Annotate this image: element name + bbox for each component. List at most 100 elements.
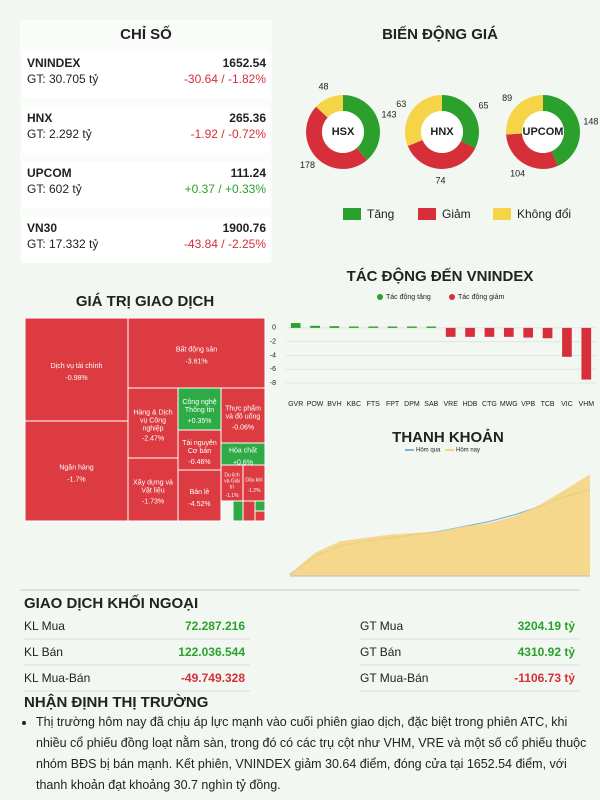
cell-change: -1.1% <box>225 493 239 499</box>
bar <box>290 323 301 328</box>
slice-label: 65 <box>479 100 489 110</box>
exchange-name: HSX <box>332 126 355 138</box>
treemap-cell <box>232 500 244 522</box>
cell-change: -0.98% <box>65 375 87 382</box>
cell-change: +0.6% <box>233 459 253 466</box>
x-tick-label: TCB <box>541 401 555 408</box>
exchange-name: UPCOM <box>523 126 564 138</box>
turnover: GT: 2.292 tỷ <box>27 127 92 141</box>
index-name: VNINDEX <box>27 56 80 70</box>
cell-change: -1.7% <box>67 476 85 483</box>
bar <box>368 326 379 328</box>
legend-dot <box>377 294 383 300</box>
x-tick-label: BVH <box>327 401 341 408</box>
cell-label: Du lịch và Giải trí <box>224 473 240 491</box>
index-value: 1652.54 <box>223 56 267 70</box>
label: GT Mua <box>360 619 403 633</box>
cell-change: -4.52% <box>188 501 210 508</box>
x-tick-label: FTS <box>367 401 381 408</box>
bar <box>445 327 456 337</box>
slice-label: 74 <box>435 175 445 185</box>
x-tick-label: VHM <box>579 401 595 408</box>
index-value: 111.24 <box>231 166 267 180</box>
legend-swatch <box>418 208 436 220</box>
legend-swatch <box>493 208 511 220</box>
area <box>290 474 590 576</box>
cell-label: Tài nguyên Cơ bản <box>182 440 217 455</box>
value: -49.749.328 <box>181 671 245 685</box>
treemap-cell <box>177 387 222 431</box>
x-tick-label: VPB <box>521 401 535 408</box>
x-tick-label: HDB <box>463 401 478 408</box>
commentary: Thị trường hôm nay đã chịu áp lực mạnh v… <box>22 712 596 796</box>
legend-swatch <box>343 208 361 220</box>
legend-dot <box>449 294 455 300</box>
treemap-cell <box>254 510 266 522</box>
row-bg <box>22 162 270 208</box>
y-tick-label: -4 <box>270 352 276 359</box>
legend-label: Không đổi <box>517 207 571 221</box>
cell-label: Hóa chất <box>229 445 257 454</box>
treemap-cell <box>254 500 266 512</box>
donut-slice <box>543 95 581 166</box>
value: 72.287.216 <box>185 619 245 633</box>
cell-label: Xây dựng và Vật liệu <box>133 479 173 494</box>
cell-label: Ngân hàng <box>59 464 93 471</box>
bar <box>348 326 359 328</box>
treemap-cell <box>220 387 266 444</box>
slice-label: 63 <box>396 99 406 109</box>
turnover: GT: 30.705 tỷ <box>27 72 98 86</box>
index-name: HNX <box>27 111 52 125</box>
slice-label: 104 <box>510 168 525 178</box>
bar <box>484 327 495 337</box>
bar <box>387 326 398 328</box>
title: BIẾN ĐỘNG GIÁ <box>382 25 498 43</box>
row-bg <box>22 52 270 98</box>
cell-label: Bất động sản <box>176 344 217 353</box>
change: -30.64 / -1.82% <box>184 72 266 86</box>
cell-label: Dầu khí <box>245 478 263 484</box>
y-tick-label: -2 <box>270 339 276 346</box>
treemap-cell <box>177 469 222 522</box>
index-name: UPCOM <box>27 166 72 180</box>
cell-change: -3.61% <box>185 358 207 365</box>
bar <box>562 327 572 357</box>
x-tick-label: VIC <box>561 401 573 408</box>
bar <box>329 326 340 328</box>
slice-label: 178 <box>300 160 315 170</box>
label: KL Mua <box>24 619 65 633</box>
row-bg <box>22 107 270 153</box>
cell-label: Thực phẩm và đồ uống <box>225 404 261 420</box>
x-tick-label: FPT <box>386 401 400 408</box>
donut-hole <box>421 111 463 153</box>
title: GIÁ TRỊ GIAO DỊCH <box>76 293 214 310</box>
x-tick-label: GVR <box>288 401 303 408</box>
cell-change: -0.46% <box>188 459 210 466</box>
label: KL Mua-Bán <box>24 671 90 685</box>
title: GIAO DỊCH KHỐI NGOẠI <box>24 594 198 612</box>
treemap-cell <box>127 457 179 522</box>
donut-slice <box>316 95 343 118</box>
legend-label: Hôm qua <box>416 448 441 454</box>
donut-slice <box>407 139 476 170</box>
bar <box>542 327 553 339</box>
x-tick-label: VRE <box>443 401 458 408</box>
donut-slice <box>343 95 380 161</box>
y-tick-label: -8 <box>270 380 276 387</box>
title: NHẬN ĐỊNH THỊ TRƯỜNG <box>24 693 208 711</box>
change: +0.37 / +0.33% <box>185 182 267 196</box>
title: CHỈ SỐ <box>120 25 172 43</box>
x-tick-label: SAB <box>424 401 438 408</box>
index-value: 265.36 <box>229 111 266 125</box>
cell-label: Dịch vụ tài chính <box>51 363 103 370</box>
legend-label: Hôm nay <box>456 448 480 454</box>
index-value: 1900.76 <box>223 221 267 235</box>
index-name: VN30 <box>27 221 57 235</box>
cell-label: Hàng & Dịch vụ Công nghiệp <box>133 409 172 432</box>
cell-label: Bán lẻ <box>190 489 210 496</box>
treemap-cell <box>127 317 266 389</box>
title: THANH KHOẢN <box>392 429 504 446</box>
value: 3204.19 tỷ <box>518 619 576 633</box>
bar <box>426 326 437 328</box>
label: GT Mua-Bán <box>360 671 428 685</box>
